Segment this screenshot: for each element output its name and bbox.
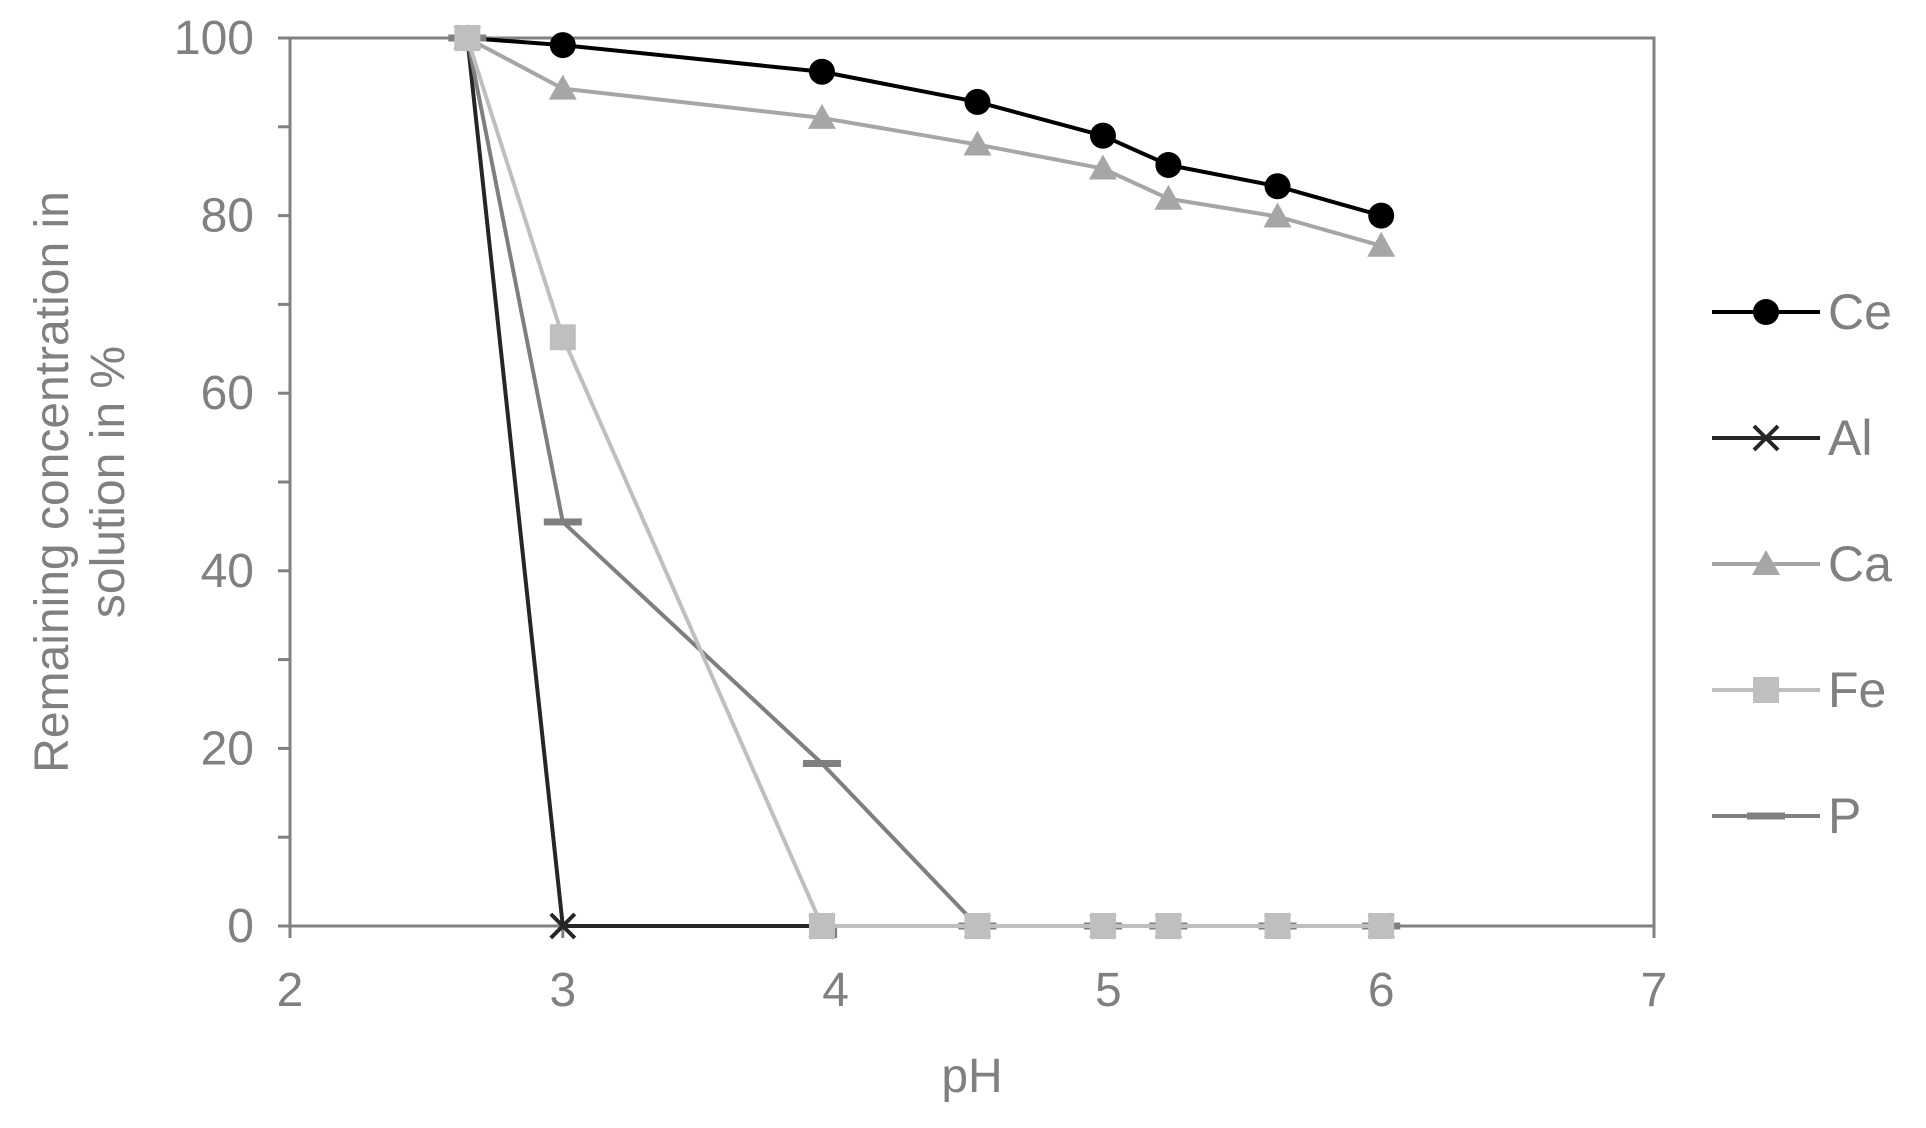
y-tick-label: 20 bbox=[201, 722, 254, 775]
point-marker bbox=[1747, 812, 1785, 820]
legend-item-fe: Fe bbox=[1712, 662, 1886, 718]
point-marker bbox=[1753, 299, 1779, 325]
legend: Ce Al Ca Fe P bbox=[1712, 284, 1892, 844]
point-marker bbox=[1264, 913, 1291, 939]
point-marker bbox=[543, 518, 582, 526]
series-ca bbox=[453, 24, 1396, 257]
point-marker bbox=[1263, 202, 1292, 228]
point-marker bbox=[1367, 231, 1396, 257]
point-marker bbox=[1264, 173, 1291, 200]
series-p bbox=[448, 34, 1401, 930]
y-axis-label: Remaining concentration insolution in % bbox=[26, 191, 135, 773]
point-marker bbox=[549, 32, 576, 59]
x-tick-label: 5 bbox=[1095, 964, 1122, 1017]
legend-item-al: Al bbox=[1712, 410, 1872, 466]
point-marker bbox=[964, 88, 991, 115]
series-fe bbox=[454, 25, 1395, 939]
point-marker bbox=[1368, 913, 1395, 939]
series-line bbox=[467, 36, 1382, 218]
y-tick-label: 40 bbox=[201, 545, 254, 598]
point-marker bbox=[549, 912, 577, 940]
series-al bbox=[453, 24, 1395, 940]
x-axis-label: pH bbox=[941, 1050, 1002, 1103]
axes: 0 20 40 60 80 100 2 3 4 5 6 7 bbox=[174, 12, 1667, 1017]
legend-label: Ca bbox=[1828, 536, 1892, 592]
point-marker bbox=[808, 58, 835, 85]
point-marker bbox=[808, 913, 835, 939]
point-marker bbox=[548, 74, 577, 100]
legend-item-p: P bbox=[1712, 788, 1861, 844]
y-tick-label: 80 bbox=[201, 190, 254, 243]
point-marker bbox=[1089, 122, 1116, 149]
series-ce bbox=[454, 25, 1395, 229]
point-marker bbox=[963, 130, 992, 156]
legend-item-ca: Ca bbox=[1712, 536, 1892, 592]
series-line bbox=[465, 37, 1382, 928]
x-tick-label: 6 bbox=[1368, 964, 1395, 1017]
legend-item-ce: Ce bbox=[1712, 284, 1892, 340]
point-marker bbox=[1154, 184, 1183, 210]
point-marker bbox=[1752, 550, 1780, 575]
legend-label: Al bbox=[1828, 410, 1872, 466]
point-marker bbox=[1155, 151, 1182, 178]
point-marker bbox=[1155, 913, 1182, 939]
series-line bbox=[465, 37, 1382, 928]
point-marker bbox=[1088, 154, 1117, 180]
legend-label: Ce bbox=[1828, 284, 1892, 340]
point-marker bbox=[1752, 424, 1780, 452]
series-line bbox=[465, 37, 1382, 928]
y-axis-label-line: solution in % bbox=[82, 346, 135, 618]
x-tick-label: 4 bbox=[822, 964, 849, 1017]
y-axis-label-line: Remaining concentration in bbox=[26, 191, 79, 773]
point-marker bbox=[807, 103, 836, 129]
legend-label: Fe bbox=[1828, 662, 1886, 718]
y-tick-label: 0 bbox=[227, 900, 254, 953]
point-marker bbox=[454, 25, 481, 51]
point-marker bbox=[1368, 202, 1395, 229]
x-tick-label: 7 bbox=[1641, 964, 1668, 1017]
legend-label: P bbox=[1828, 788, 1861, 844]
point-marker bbox=[964, 913, 991, 939]
x-tick-label: 3 bbox=[549, 964, 576, 1017]
x-tick-label: 2 bbox=[277, 964, 304, 1017]
series-layer bbox=[448, 24, 1401, 940]
y-tick-label: 60 bbox=[201, 367, 254, 420]
y-tick-label: 100 bbox=[174, 12, 254, 65]
point-marker bbox=[1089, 913, 1116, 939]
series-line bbox=[466, 36, 1382, 248]
point-marker bbox=[1753, 677, 1779, 703]
point-marker bbox=[549, 324, 576, 351]
point-marker bbox=[802, 759, 841, 767]
